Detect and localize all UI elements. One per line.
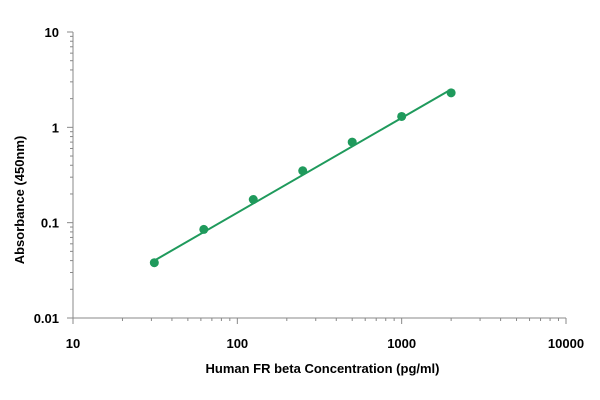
data-point xyxy=(248,194,258,204)
x-tick-label: 10000 xyxy=(548,336,584,351)
y-tick-label: 0.1 xyxy=(41,216,59,231)
x-tick-label: 1000 xyxy=(387,336,416,351)
series-layer xyxy=(149,88,456,268)
x-axis-label: Human FR beta Concentration (pg/ml) xyxy=(206,361,440,376)
y-tick-label: 0.01 xyxy=(34,311,59,326)
data-point xyxy=(298,166,308,176)
data-point xyxy=(149,258,159,268)
y-axis-label: Absorbance (450nm) xyxy=(12,136,27,265)
data-point xyxy=(347,137,357,147)
tick-marks xyxy=(67,31,567,324)
y-tick-label: 1 xyxy=(52,120,59,135)
y-tick-label: 10 xyxy=(45,25,59,40)
x-tick-label: 10 xyxy=(66,336,80,351)
data-point xyxy=(199,224,209,234)
data-point xyxy=(446,88,456,98)
x-tick-label: 100 xyxy=(226,336,248,351)
axes xyxy=(72,32,566,319)
tick-labels: 10 100 1000 10000 0.01 0.1 1 10 xyxy=(34,25,584,351)
data-point xyxy=(397,111,407,121)
